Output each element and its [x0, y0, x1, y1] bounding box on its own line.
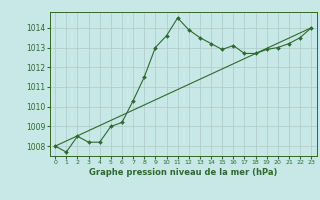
X-axis label: Graphe pression niveau de la mer (hPa): Graphe pression niveau de la mer (hPa) [89, 168, 277, 177]
